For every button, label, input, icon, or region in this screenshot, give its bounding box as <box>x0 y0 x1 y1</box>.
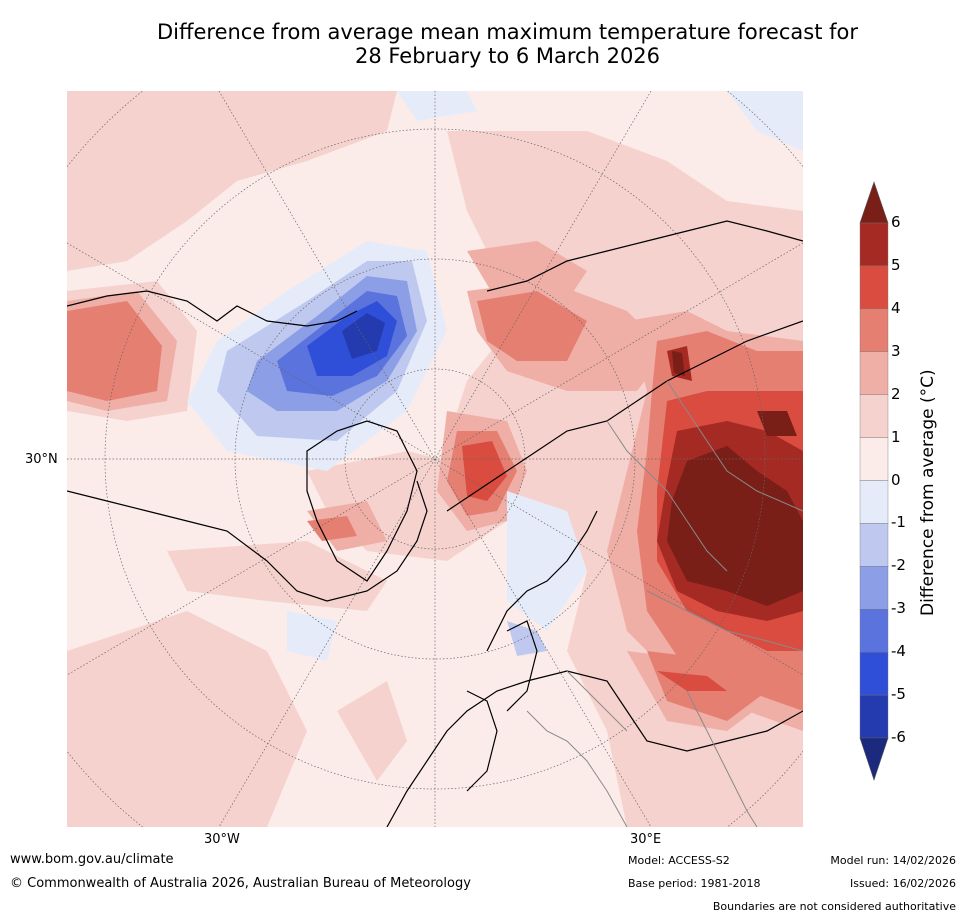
colorbar-tick-label: 4 <box>891 298 901 317</box>
map-svg <box>67 91 803 827</box>
issued-text: Issued: 16/02/2026 <box>849 877 956 890</box>
colorbar-tick-label: -2 <box>891 556 906 575</box>
anomaly-fill-above-6 <box>667 351 803 606</box>
colorbar-swatch <box>859 394 889 438</box>
colorbar-swatch <box>859 694 889 739</box>
copyright-text: © Commonwealth of Australia 2026, Austra… <box>10 876 471 891</box>
colorbar-tick-label: -5 <box>891 685 906 704</box>
colorbar-tick-label: 0 <box>891 470 901 489</box>
colorbar-swatch <box>859 437 889 481</box>
colorbar-tick-label: 3 <box>891 341 901 360</box>
colorbar-swatch <box>859 222 889 267</box>
colorbar-tick-label: 6 <box>891 213 901 231</box>
website-link[interactable]: www.bom.gov.au/climate <box>10 852 174 867</box>
colorbar-swatch <box>859 566 889 610</box>
colorbar-svg <box>859 181 889 781</box>
map-title: Difference from average mean maximum tem… <box>60 20 955 68</box>
colorbar-tick-label: 2 <box>891 384 901 403</box>
title-line-2: 28 February to 6 March 2026 <box>354 44 661 68</box>
temperature-anomaly-map <box>67 91 803 827</box>
colorbar-tick-label: -4 <box>891 642 906 661</box>
title-line-1: Difference from average mean maximum tem… <box>157 20 858 44</box>
colorbar-swatch <box>859 609 889 653</box>
colorbar-tick-label: -1 <box>891 513 906 532</box>
colorbar-tick-label: -6 <box>891 728 906 746</box>
colorbar-tick-label: -3 <box>891 599 906 618</box>
colorbar-swatch <box>859 308 889 352</box>
model-run-text: Model run: 14/02/2026 <box>830 854 956 867</box>
colorbar-swatch <box>859 651 889 696</box>
colorbar-tick-label: 1 <box>891 427 901 446</box>
country-borders <box>526 380 803 827</box>
colorbar-bottom-arrow <box>859 737 889 781</box>
colorbar: 6 5 4 3 2 1 0 -1 -2 -3 -4 -5 -6 <box>855 180 965 785</box>
colorbar-swatches <box>859 222 889 739</box>
colorbar-swatch <box>859 480 889 524</box>
disclaimer-text: Boundaries are not considered authoritat… <box>712 900 956 913</box>
model-text: Model: ACCESS-S2 <box>628 854 730 867</box>
colorbar-swatch <box>859 351 889 395</box>
anomaly-fill-minus5to6 <box>342 313 385 359</box>
colorbar-title: Difference from average (°C) <box>918 369 938 616</box>
colorbar-tick-label: 5 <box>891 255 901 274</box>
base-period-text: Base period: 1981-2018 <box>628 877 761 890</box>
colorbar-top-arrow <box>859 181 889 224</box>
colorbar-swatch <box>859 523 889 567</box>
lon-label-30w: 30°W <box>204 832 240 847</box>
lat-label-30n: 30°N <box>25 452 58 467</box>
lon-label-30e: 30°E <box>630 832 662 847</box>
colorbar-swatch <box>859 265 889 310</box>
